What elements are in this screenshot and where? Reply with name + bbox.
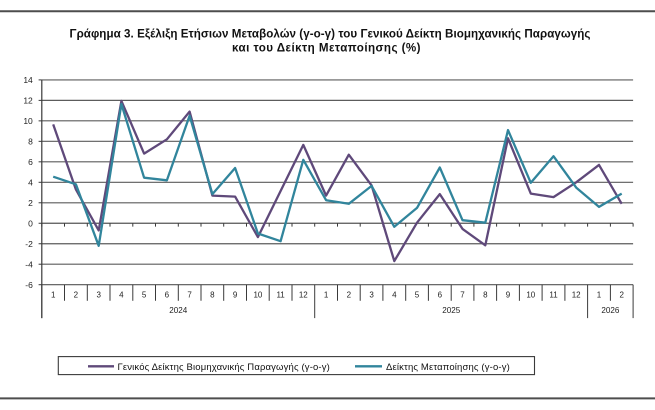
svg-text:1: 1 — [324, 290, 329, 299]
svg-text:7: 7 — [187, 290, 192, 299]
svg-text:11: 11 — [549, 290, 558, 299]
svg-text:2: 2 — [74, 290, 79, 299]
svg-text:4: 4 — [28, 177, 33, 187]
svg-text:2024: 2024 — [169, 306, 188, 315]
svg-text:8: 8 — [483, 290, 488, 299]
svg-text:2: 2 — [28, 198, 33, 208]
svg-text:Δείκτης Μεταποίησης (γ-ο-γ): Δείκτης Μεταποίησης (γ-ο-γ) — [386, 362, 510, 373]
svg-text:1: 1 — [51, 290, 56, 299]
svg-text:2: 2 — [347, 290, 352, 299]
svg-text:7: 7 — [460, 290, 465, 299]
svg-text:10: 10 — [526, 290, 535, 299]
svg-text:14: 14 — [23, 75, 33, 85]
svg-text:Γράφημα 3. Εξέλιξη Ετήσιων Μετ: Γράφημα 3. Εξέλιξη Ετήσιων Μεταβολών (γ-… — [70, 27, 591, 40]
svg-text:1: 1 — [597, 290, 602, 299]
svg-text:5: 5 — [142, 290, 147, 299]
svg-text:12: 12 — [299, 290, 308, 299]
svg-text:6: 6 — [438, 290, 443, 299]
svg-text:4: 4 — [392, 290, 397, 299]
svg-text:2025: 2025 — [442, 306, 461, 315]
svg-text:10: 10 — [23, 116, 33, 126]
svg-text:12: 12 — [23, 95, 33, 105]
svg-text:8: 8 — [28, 136, 33, 146]
svg-text:2026: 2026 — [601, 306, 620, 315]
svg-text:Γενικός Δείκτης Βιομηχανικής Π: Γενικός Δείκτης Βιομηχανικής Παραγωγής (… — [118, 362, 330, 373]
svg-text:6: 6 — [28, 157, 33, 167]
svg-text:και του Δείκτη Μεταποίησης (%): και του Δείκτη Μεταποίησης (%) — [232, 41, 421, 54]
svg-text:3: 3 — [369, 290, 374, 299]
svg-text:8: 8 — [210, 290, 215, 299]
svg-text:9: 9 — [233, 290, 238, 299]
svg-text:5: 5 — [415, 290, 420, 299]
svg-text:-2: -2 — [25, 239, 33, 249]
svg-text:4: 4 — [119, 290, 124, 299]
svg-text:0: 0 — [28, 218, 33, 228]
svg-text:12: 12 — [572, 290, 581, 299]
svg-text:9: 9 — [506, 290, 511, 299]
svg-text:6: 6 — [165, 290, 170, 299]
svg-text:3: 3 — [96, 290, 101, 299]
svg-text:10: 10 — [253, 290, 262, 299]
svg-text:-4: -4 — [25, 259, 33, 269]
svg-text:2: 2 — [619, 290, 624, 299]
svg-text:11: 11 — [276, 290, 285, 299]
svg-text:-6: -6 — [25, 280, 33, 290]
